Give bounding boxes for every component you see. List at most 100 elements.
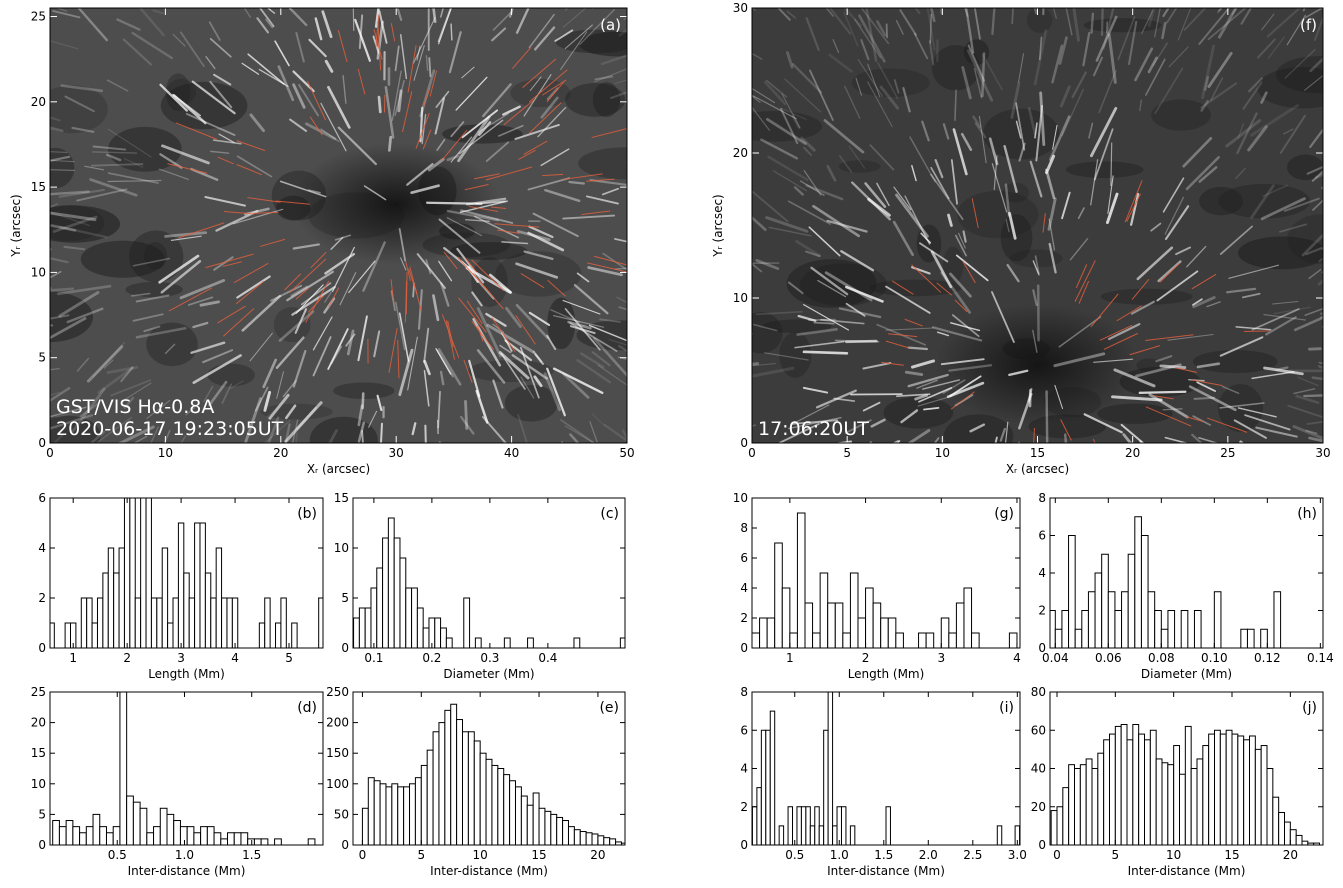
fibril xyxy=(786,10,797,19)
bar xyxy=(789,632,798,648)
y-tick-label: 0 xyxy=(38,641,46,655)
x-axis-label: Diameter (Mm) xyxy=(1141,667,1232,681)
fibril xyxy=(1263,313,1306,321)
fibril xyxy=(170,235,202,241)
y-tick-label: 10 xyxy=(31,777,46,791)
bar xyxy=(221,597,228,648)
x-tick-label: 0 xyxy=(359,848,367,862)
fibril xyxy=(919,242,949,263)
detected-fibril xyxy=(547,279,566,297)
fibril xyxy=(388,135,393,152)
fibril xyxy=(940,271,972,314)
fibril xyxy=(1191,433,1203,443)
fibril xyxy=(1304,8,1323,19)
fibril xyxy=(562,214,616,220)
fibril xyxy=(345,333,356,347)
bar xyxy=(146,832,155,845)
fibril xyxy=(826,219,868,233)
detected-fibril xyxy=(447,320,454,348)
fibril xyxy=(450,136,473,163)
fibril xyxy=(862,401,881,412)
fibril xyxy=(138,8,165,37)
bar xyxy=(1173,745,1180,845)
fibril xyxy=(614,238,627,243)
fibril xyxy=(213,256,234,271)
fibril xyxy=(1147,56,1158,74)
x-tick-label: 1 xyxy=(786,651,794,665)
bar xyxy=(416,607,424,648)
bar xyxy=(1213,591,1222,648)
bar xyxy=(403,786,411,845)
bar xyxy=(752,806,758,845)
fibril xyxy=(376,394,383,412)
fibril xyxy=(191,80,236,115)
fibril xyxy=(1090,12,1095,34)
fibril xyxy=(77,8,109,42)
bar xyxy=(769,710,776,845)
fibril xyxy=(885,285,931,314)
fibril xyxy=(877,61,899,100)
fibril xyxy=(608,338,627,346)
fibril xyxy=(1155,355,1173,363)
fibril xyxy=(1237,123,1244,139)
y-tick-label: 4 xyxy=(1038,566,1046,580)
fibril xyxy=(780,107,807,121)
bar xyxy=(86,597,93,648)
detected-fibril xyxy=(1033,427,1035,443)
fibril xyxy=(60,84,104,93)
fibril xyxy=(868,441,873,443)
bar xyxy=(1107,591,1116,648)
fibril xyxy=(236,275,271,299)
fibril xyxy=(262,358,278,389)
bar xyxy=(50,622,55,648)
fibril xyxy=(384,86,395,139)
fibril xyxy=(291,285,336,316)
fibril xyxy=(274,40,290,67)
fibril xyxy=(918,387,953,403)
fibril xyxy=(893,79,900,94)
fibril xyxy=(993,155,998,191)
fibril xyxy=(421,113,427,145)
fibril xyxy=(958,232,966,249)
fibril xyxy=(277,65,295,102)
fibril xyxy=(867,197,891,217)
y-tick-label: 10 xyxy=(334,541,349,555)
fibril xyxy=(791,114,801,129)
fibril xyxy=(752,189,789,223)
y-axis-label: Yᵣ (arcsec) xyxy=(711,194,725,257)
detected-fibril xyxy=(235,280,265,305)
bar xyxy=(112,826,121,845)
fibril xyxy=(179,278,226,300)
detected-fibril xyxy=(904,318,923,327)
fibril xyxy=(967,44,986,82)
bar xyxy=(1208,733,1215,845)
bar xyxy=(226,597,233,648)
fibril xyxy=(1098,69,1117,114)
fibril xyxy=(475,200,508,205)
fibril xyxy=(864,182,887,208)
fibril xyxy=(765,117,807,145)
fibril xyxy=(760,138,799,160)
dark-patch xyxy=(1065,161,1144,178)
detected-fibril xyxy=(466,300,483,325)
fibril xyxy=(1303,394,1323,398)
fibril xyxy=(614,79,627,85)
fibril xyxy=(232,208,284,225)
fibril xyxy=(534,26,556,51)
fibril xyxy=(205,56,216,70)
fibril xyxy=(511,354,548,380)
dark-patch xyxy=(50,205,121,243)
fibril xyxy=(767,155,809,182)
bar xyxy=(79,832,87,845)
fibril xyxy=(622,54,627,57)
fibril xyxy=(292,83,306,109)
fibril xyxy=(1309,127,1323,148)
y-tick-label: 250 xyxy=(326,685,349,699)
fibril xyxy=(158,168,190,180)
fibril xyxy=(284,423,291,443)
x-tick-label: 2.0 xyxy=(919,848,938,862)
bar xyxy=(479,752,487,845)
bar xyxy=(796,512,806,648)
fibril xyxy=(618,28,627,37)
detected-fibril xyxy=(310,251,327,269)
